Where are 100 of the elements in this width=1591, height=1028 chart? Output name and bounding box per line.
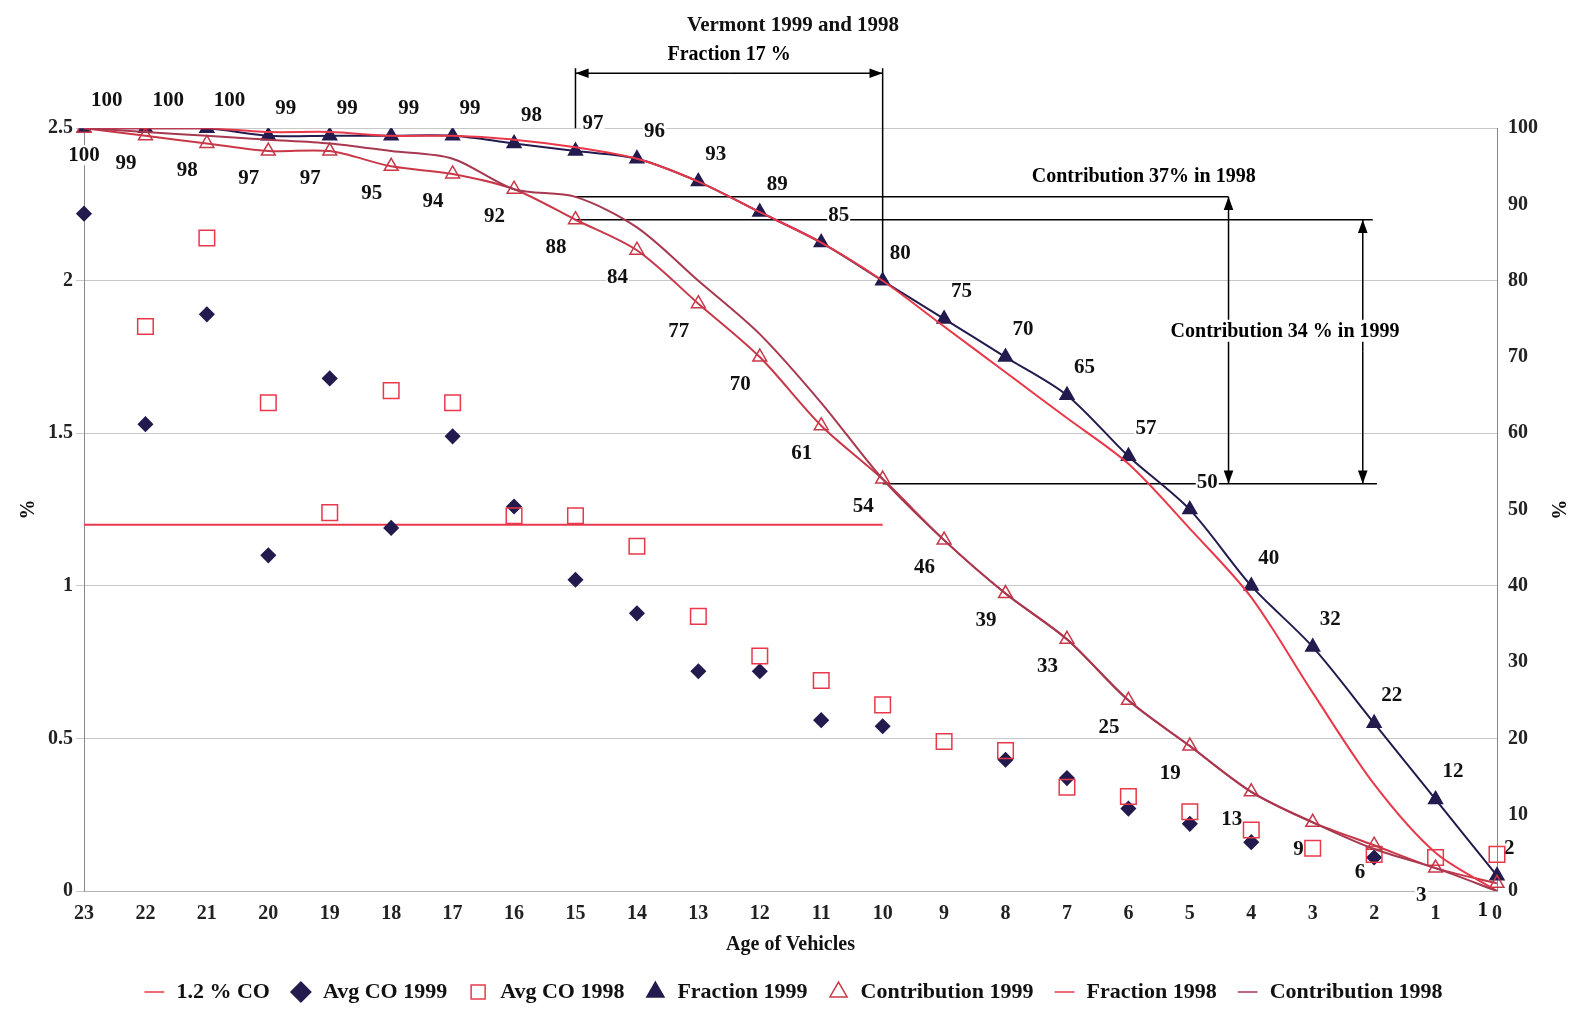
- data-label: 100: [152, 87, 184, 112]
- annotation: Contribution 34 % in 1999: [1170, 318, 1400, 341]
- x-tick-label: 5: [1184, 901, 1195, 924]
- data-label: 22: [1381, 682, 1403, 707]
- x-tick-label: 23: [74, 901, 94, 924]
- data-label: 100: [68, 142, 100, 167]
- y-tick-label: 2: [63, 267, 73, 290]
- x-tick-label: 19: [319, 901, 340, 924]
- x-tick-label: 2: [1369, 901, 1380, 924]
- data-label: 100: [91, 87, 123, 112]
- data-label: 13: [1221, 805, 1243, 830]
- legend-label: Fraction 1998: [1086, 977, 1217, 1003]
- legend-label: Contribution 1999: [860, 977, 1034, 1003]
- data-label: 32: [1319, 605, 1341, 630]
- legend-label: Avg CO 1998: [500, 977, 625, 1003]
- data-label: 70: [729, 370, 751, 395]
- y-tick-label: 1.5: [48, 420, 73, 443]
- data-label: 93: [705, 140, 727, 165]
- legend-label: 1.2 % CO: [176, 977, 270, 1003]
- data-label: 6: [1354, 859, 1366, 884]
- data-label: 19: [1159, 759, 1181, 784]
- data-label: 12: [1442, 758, 1464, 783]
- x-tick-label: 12: [749, 901, 770, 924]
- data-label: 2: [1504, 834, 1515, 859]
- data-label: 57: [1135, 415, 1157, 440]
- x-tick-label: 10: [872, 901, 893, 924]
- y2-tick-label: 50: [1508, 496, 1528, 519]
- y2-tick-label: 100: [1508, 115, 1538, 138]
- x-tick-label: 8: [1000, 901, 1011, 924]
- data-label: 99: [115, 149, 137, 174]
- legend-label: Fraction 1999: [677, 977, 808, 1003]
- data-label: 80: [889, 239, 911, 264]
- data-label: 99: [398, 94, 420, 119]
- data-label: 89: [766, 171, 788, 196]
- data-label: 100: [213, 87, 246, 112]
- data-label: 84: [606, 264, 629, 289]
- y-axis-title: %: [16, 499, 39, 520]
- data-label: 98: [521, 102, 543, 127]
- data-label: 98: [176, 157, 198, 182]
- data-label: 99: [275, 94, 297, 119]
- x-tick-label: 6: [1123, 901, 1134, 924]
- x-tick-label: 22: [135, 901, 156, 924]
- data-label: 46: [914, 554, 936, 579]
- x-tick-label: 1: [1430, 901, 1441, 924]
- x-tick-label: 20: [258, 901, 279, 924]
- y-tick-label: 2.5: [48, 115, 73, 138]
- x-axis-title: Age of Vehicles: [726, 932, 856, 956]
- data-label: 54: [852, 493, 875, 518]
- data-label: 96: [643, 117, 665, 142]
- x-tick-label: 3: [1307, 901, 1318, 924]
- y2-axis-title: %: [1547, 499, 1570, 520]
- y2-tick-label: 30: [1508, 649, 1528, 672]
- data-label: 85: [828, 201, 850, 226]
- y-tick-label: 1: [63, 573, 73, 596]
- data-label: 88: [545, 233, 567, 258]
- y2-tick-label: 60: [1508, 420, 1528, 443]
- data-label: 97: [299, 165, 321, 190]
- y2-tick-label: 90: [1508, 191, 1528, 214]
- x-tick-label: 21: [196, 901, 217, 924]
- data-label: 50: [1196, 468, 1218, 493]
- legend-label: Avg CO 1999: [322, 977, 448, 1003]
- y2-tick-label: 0: [1508, 878, 1518, 901]
- data-label: 70: [1012, 315, 1034, 340]
- y-tick-label: 0.5: [48, 725, 73, 748]
- data-label: 40: [1258, 544, 1280, 569]
- data-label: 9: [1293, 836, 1304, 861]
- x-tick-label: 9: [939, 901, 950, 924]
- data-label: 39: [975, 607, 997, 632]
- data-label: 33: [1036, 653, 1058, 678]
- y2-tick-label: 70: [1508, 344, 1528, 367]
- x-tick-label: 17: [442, 901, 463, 924]
- y2-tick-label: 80: [1508, 267, 1528, 290]
- data-label: 97: [238, 165, 260, 190]
- x-tick-label: 11: [811, 901, 831, 924]
- x-tick-label: 0: [1492, 901, 1502, 924]
- data-label: 61: [791, 439, 813, 464]
- x-tick-label: 7: [1061, 901, 1072, 924]
- x-tick-label: 13: [688, 901, 709, 924]
- data-label: 75: [951, 277, 973, 302]
- data-label: 65: [1073, 354, 1095, 379]
- y2-tick-label: 20: [1508, 725, 1528, 748]
- x-tick-label: 18: [381, 901, 402, 924]
- data-label: 92: [484, 203, 506, 228]
- annotation: Contribution 37% in 1998: [1031, 164, 1256, 187]
- data-label: 94: [422, 187, 445, 212]
- y2-tick-label: 40: [1508, 573, 1528, 596]
- data-label: 99: [336, 94, 358, 119]
- x-tick-label: 15: [565, 901, 586, 924]
- text: Fraction 17 %: [667, 42, 791, 65]
- data-label: 77: [668, 317, 690, 342]
- data-label: 25: [1098, 714, 1120, 739]
- y2-tick-label: 10: [1508, 801, 1528, 824]
- data-label: 95: [361, 180, 383, 205]
- data-label: 3: [1416, 882, 1427, 907]
- legend-label: Contribution 1998: [1269, 977, 1443, 1003]
- data-label: 97: [582, 110, 604, 135]
- x-tick-label: 16: [504, 901, 525, 924]
- data-label: 99: [459, 94, 481, 119]
- x-tick-label: 14: [626, 901, 647, 924]
- chart-title: Vermont 1999 and 1998: [686, 12, 900, 37]
